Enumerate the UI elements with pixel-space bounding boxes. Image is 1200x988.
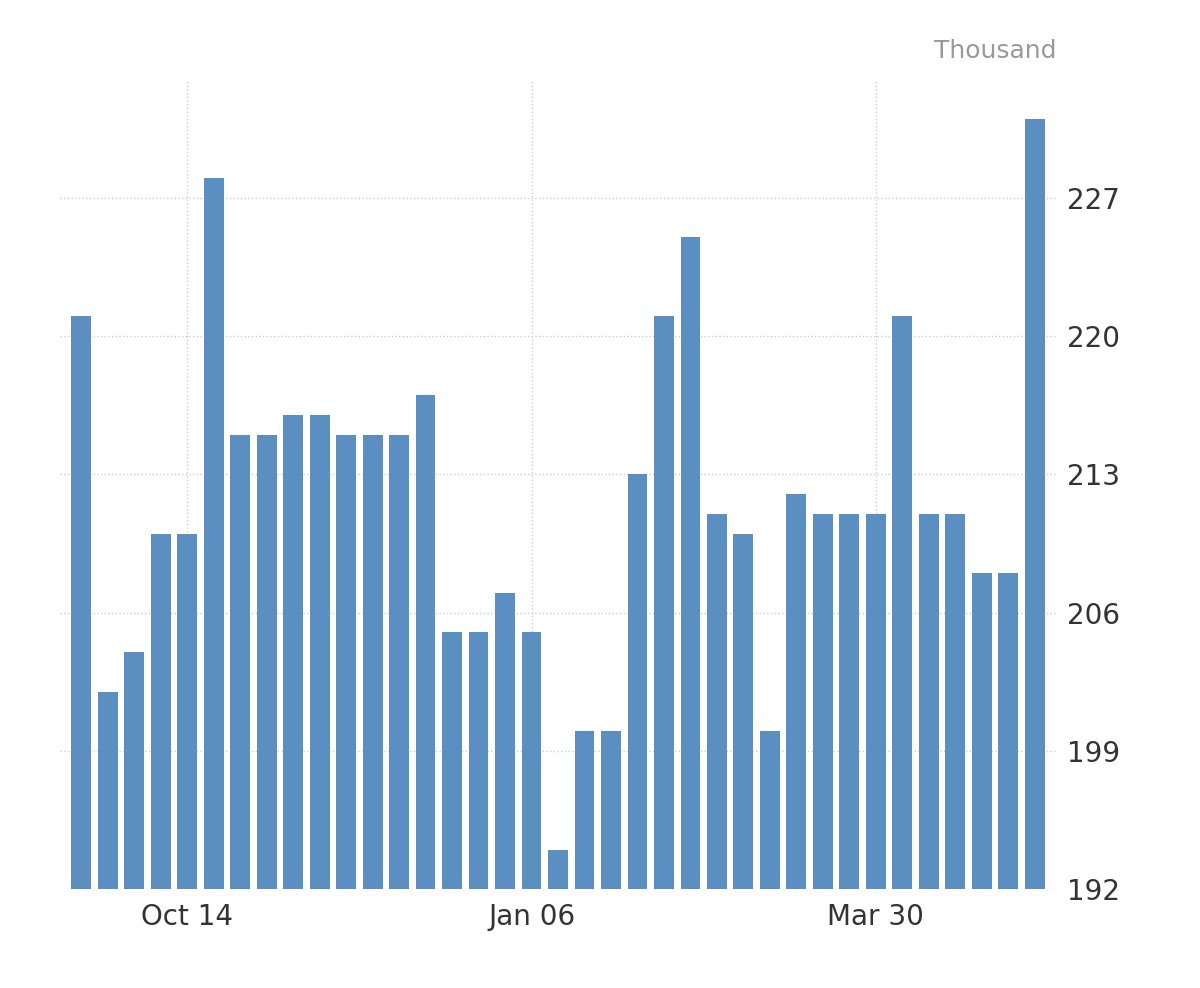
Bar — [972, 573, 991, 988]
Bar — [919, 514, 938, 988]
Bar — [654, 316, 674, 988]
Bar — [733, 534, 754, 988]
Bar — [336, 435, 356, 988]
Text: Thousand: Thousand — [934, 39, 1056, 63]
Bar — [522, 632, 541, 988]
Bar — [151, 534, 170, 988]
Bar — [97, 692, 118, 988]
Bar — [496, 593, 515, 988]
Bar — [283, 415, 304, 988]
Bar — [468, 632, 488, 988]
Bar — [389, 435, 409, 988]
Bar — [257, 435, 276, 988]
Bar — [442, 632, 462, 988]
Bar — [71, 316, 91, 988]
Bar — [946, 514, 965, 988]
Bar — [840, 514, 859, 988]
Bar — [362, 435, 383, 988]
Bar — [1025, 119, 1045, 988]
Bar — [204, 178, 223, 988]
Bar — [760, 731, 780, 988]
Bar — [548, 850, 568, 988]
Bar — [601, 731, 620, 988]
Bar — [230, 435, 250, 988]
Bar — [893, 316, 912, 988]
Bar — [786, 494, 806, 988]
Bar — [310, 415, 330, 988]
Bar — [628, 474, 648, 988]
Bar — [125, 652, 144, 988]
Bar — [178, 534, 197, 988]
Bar — [998, 573, 1019, 988]
Bar — [680, 237, 701, 988]
Bar — [415, 395, 436, 988]
Bar — [866, 514, 886, 988]
Bar — [575, 731, 594, 988]
Bar — [812, 514, 833, 988]
Bar — [707, 514, 727, 988]
